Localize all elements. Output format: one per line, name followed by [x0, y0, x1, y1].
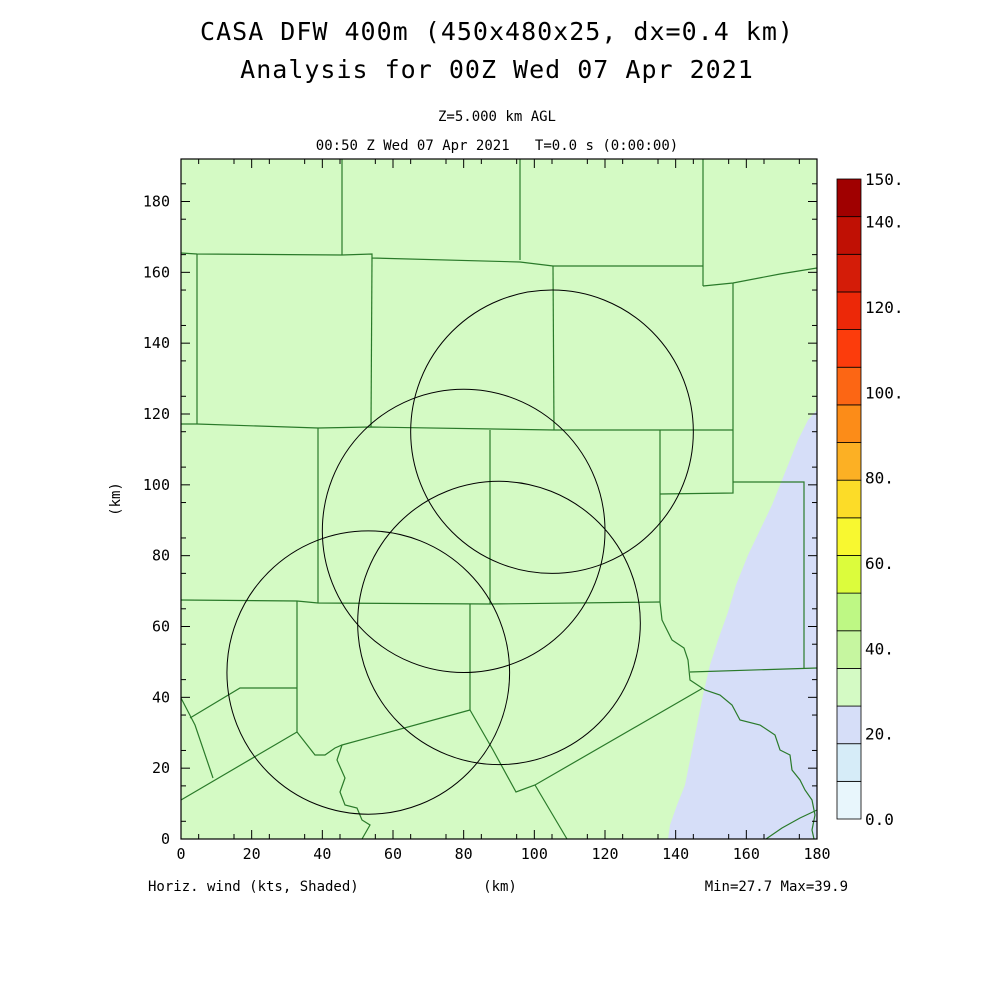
county-line: [733, 481, 805, 668]
colorbar-swatch: [836, 743, 862, 782]
y-tick-label: 20: [152, 759, 170, 777]
colorbar-swatch: [836, 366, 862, 406]
footer-left: Horiz. wind (kts, Shaded): [148, 879, 359, 895]
y-tick-label: 40: [152, 688, 170, 706]
colorbar-swatch: [836, 780, 862, 820]
plot-area: [180, 158, 818, 840]
county-line: [702, 267, 818, 287]
x-tick-label: 180: [803, 845, 830, 863]
colorbar-label: 100.: [865, 383, 904, 402]
colorbar-swatch: [836, 178, 862, 218]
colorbar-label: 140.: [865, 213, 904, 232]
county-line: [180, 697, 214, 779]
colorbar-label: 80.: [865, 469, 894, 488]
axes: 0 20 40 60 80 100 120 140 160 180 0 20 40 60 80 100 120 1…: [143, 159, 831, 863]
colorbar-swatch: [836, 517, 862, 556]
county-line: [659, 601, 816, 840]
colorbar-label: 20.: [865, 725, 894, 744]
y-tick-label: 0: [161, 830, 170, 848]
colorbar: 0.0 20. 40. 60. 80. 100. 120. 140. 150.: [836, 170, 904, 829]
county-line: [689, 667, 818, 673]
county-line: [765, 809, 818, 840]
title-line1: CASA DFW 400m (450x480x25, dx=0.4 km): [200, 17, 794, 46]
colorbar-label: 60.: [865, 554, 894, 573]
county-line: [189, 687, 297, 719]
county-line: [534, 784, 568, 840]
radar-range-rings: [226, 289, 694, 815]
y-tick-label: 80: [152, 547, 170, 565]
x-tick-label: 120: [591, 845, 618, 863]
y-tick-label: 120: [143, 405, 170, 423]
colorbar-swatch: [836, 291, 862, 330]
colorbar-swatch: [836, 216, 862, 255]
county-line: [659, 430, 734, 495]
x-tick-label: 100: [521, 845, 548, 863]
radar-ring-2: [321, 388, 606, 674]
x-tick-label: 80: [455, 845, 473, 863]
x-tick-label: 160: [733, 845, 760, 863]
min-max-readout: Min=27.7 Max=39.9: [705, 879, 848, 895]
county-line: [180, 252, 703, 267]
county-boundaries: [180, 159, 818, 840]
colorbar-swatch: [836, 555, 862, 594]
y-tick-label: 60: [152, 618, 170, 636]
title-line2: Analysis for 00Z Wed 07 Apr 2021: [240, 55, 754, 84]
county-line: [552, 265, 555, 431]
colorbar-swatch: [836, 329, 862, 368]
x-tick-label: 40: [313, 845, 331, 863]
colorbar-swatch: [836, 630, 862, 669]
radar-ring-3: [357, 480, 641, 766]
plot-frame: [180, 158, 818, 840]
x-tick-label: 140: [662, 845, 689, 863]
subtitle-level: Z=5.000 km AGL: [438, 109, 556, 125]
colorbar-label: 40.: [865, 639, 894, 658]
x-tick-label: 60: [384, 845, 402, 863]
colorbar-label: 150.: [865, 170, 904, 189]
colorbar-swatch: [836, 668, 862, 707]
y-tick-label: 180: [143, 193, 170, 211]
y-tick-label: 100: [143, 476, 170, 494]
x-tick-label: 20: [243, 845, 261, 863]
x-axis-label: (km): [483, 879, 517, 895]
county-line: [336, 744, 371, 840]
colorbar-label: 120.: [865, 298, 904, 317]
radar-ring-1: [410, 289, 694, 574]
county-line: [181, 423, 733, 431]
county-line: [469, 687, 704, 793]
wind-field-blue-region: [668, 410, 817, 839]
radar-ring-4: [226, 530, 511, 815]
colorbar-swatch: [836, 404, 862, 443]
county-line: [370, 257, 373, 428]
county-line: [180, 599, 661, 605]
colorbar-swatch: [836, 592, 862, 632]
y-axis-label: (km): [108, 482, 124, 516]
colorbar-swatch: [836, 442, 862, 481]
x-tick-label: 0: [176, 845, 185, 863]
subtitle-time: 00:50 Z Wed 07 Apr 2021 T=0.0 s (0:00:00…: [316, 138, 678, 154]
colorbar-swatch: [836, 253, 862, 293]
colorbar-swatch: [836, 705, 862, 745]
y-tick-label: 140: [143, 334, 170, 352]
colorbar-label: 0.0: [865, 810, 894, 829]
y-tick-label: 160: [143, 263, 170, 281]
colorbar-swatch: [836, 479, 862, 519]
